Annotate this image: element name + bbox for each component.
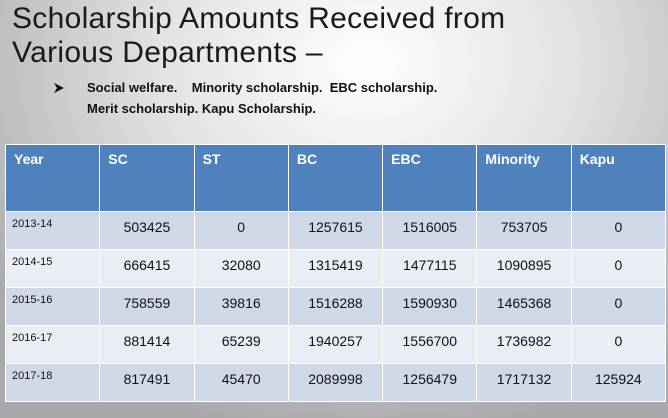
amount-cell: 1516005: [382, 211, 478, 250]
table-row: 2016-17 881414 65239 1940257 1556700 1736982 0: [4, 325, 667, 364]
amount-cell: 1257615: [287, 211, 384, 250]
amount-cell: 1315419: [287, 249, 384, 288]
amount-cell: 39816: [193, 287, 289, 326]
amount-cell: 1590930: [382, 287, 478, 326]
amount-cell: 2089998: [287, 363, 384, 402]
amount-cell: 1090895: [476, 249, 572, 288]
bullet-text: Merit scholarship. Kapu Scholarship.: [87, 101, 316, 116]
amount-cell: 666415: [99, 249, 195, 288]
amount-cell: 0: [570, 211, 667, 250]
amount-cell: 125924: [570, 363, 667, 402]
amount-cell: 45470: [193, 363, 289, 402]
table-row: 2015-16 758559 39816 1516288 1590930 1465368 0: [4, 287, 667, 326]
amount-cell: 32080: [193, 249, 289, 288]
year-cell: 2016-17: [4, 325, 101, 364]
table-row: 2014-15 666415 32080 1315419 1477115 1090895 0: [4, 249, 667, 288]
amount-cell: 1256479: [382, 363, 478, 402]
year-cell: 2017-18: [4, 363, 101, 402]
amount-cell: 0: [570, 249, 667, 288]
amount-cell: 758559: [99, 287, 195, 326]
header-row: Year SC ST BC EBC Minority Kapu: [4, 144, 667, 212]
bullet-icon: [54, 83, 64, 93]
table-row: 2017-18 817491 45470 2089998 1256479 1717132 1…: [4, 363, 667, 402]
amount-cell: 1516288: [287, 287, 384, 326]
title: Scholarship Amounts Received from: [12, 2, 506, 35]
amount-cell: 1940257: [287, 325, 384, 364]
amount-cell: 503425: [99, 211, 195, 250]
table-row: 2013-14 503425 0 1257615 1516005 753705 0: [4, 211, 667, 250]
column-header: Kapu: [570, 144, 667, 212]
bullet-text: Social welfare. Minority scholarship. EB…: [87, 80, 438, 95]
amount-cell: 65239: [193, 325, 289, 364]
amount-cell: 0: [570, 287, 667, 326]
amount-cell: 881414: [99, 325, 195, 364]
column-header: ST: [193, 144, 289, 212]
amount-cell: 1477115: [382, 249, 478, 288]
title: Various Departments –: [12, 36, 323, 69]
amount-cell: 817491: [99, 363, 195, 402]
column-header: SC: [99, 144, 195, 212]
amount-cell: 753705: [476, 211, 572, 250]
column-header: BC: [287, 144, 384, 212]
amount-cell: 1717132: [476, 363, 572, 402]
year-cell: 2015-16: [4, 287, 101, 326]
column-header: EBC: [382, 144, 478, 212]
column-header: Year: [4, 144, 101, 212]
amount-cell: 1465368: [476, 287, 572, 326]
column-header: Minority: [476, 144, 572, 212]
amount-cell: 0: [193, 211, 289, 250]
amount-cell: 1736982: [476, 325, 572, 364]
amount-cell: 0: [570, 325, 667, 364]
year-cell: 2013-14: [4, 211, 101, 250]
amount-cell: 1556700: [382, 325, 478, 364]
table: Year SC ST BC EBC Minority Kapu 2013-14 503425 0…: [4, 144, 667, 402]
year-cell: 2014-15: [4, 249, 101, 288]
